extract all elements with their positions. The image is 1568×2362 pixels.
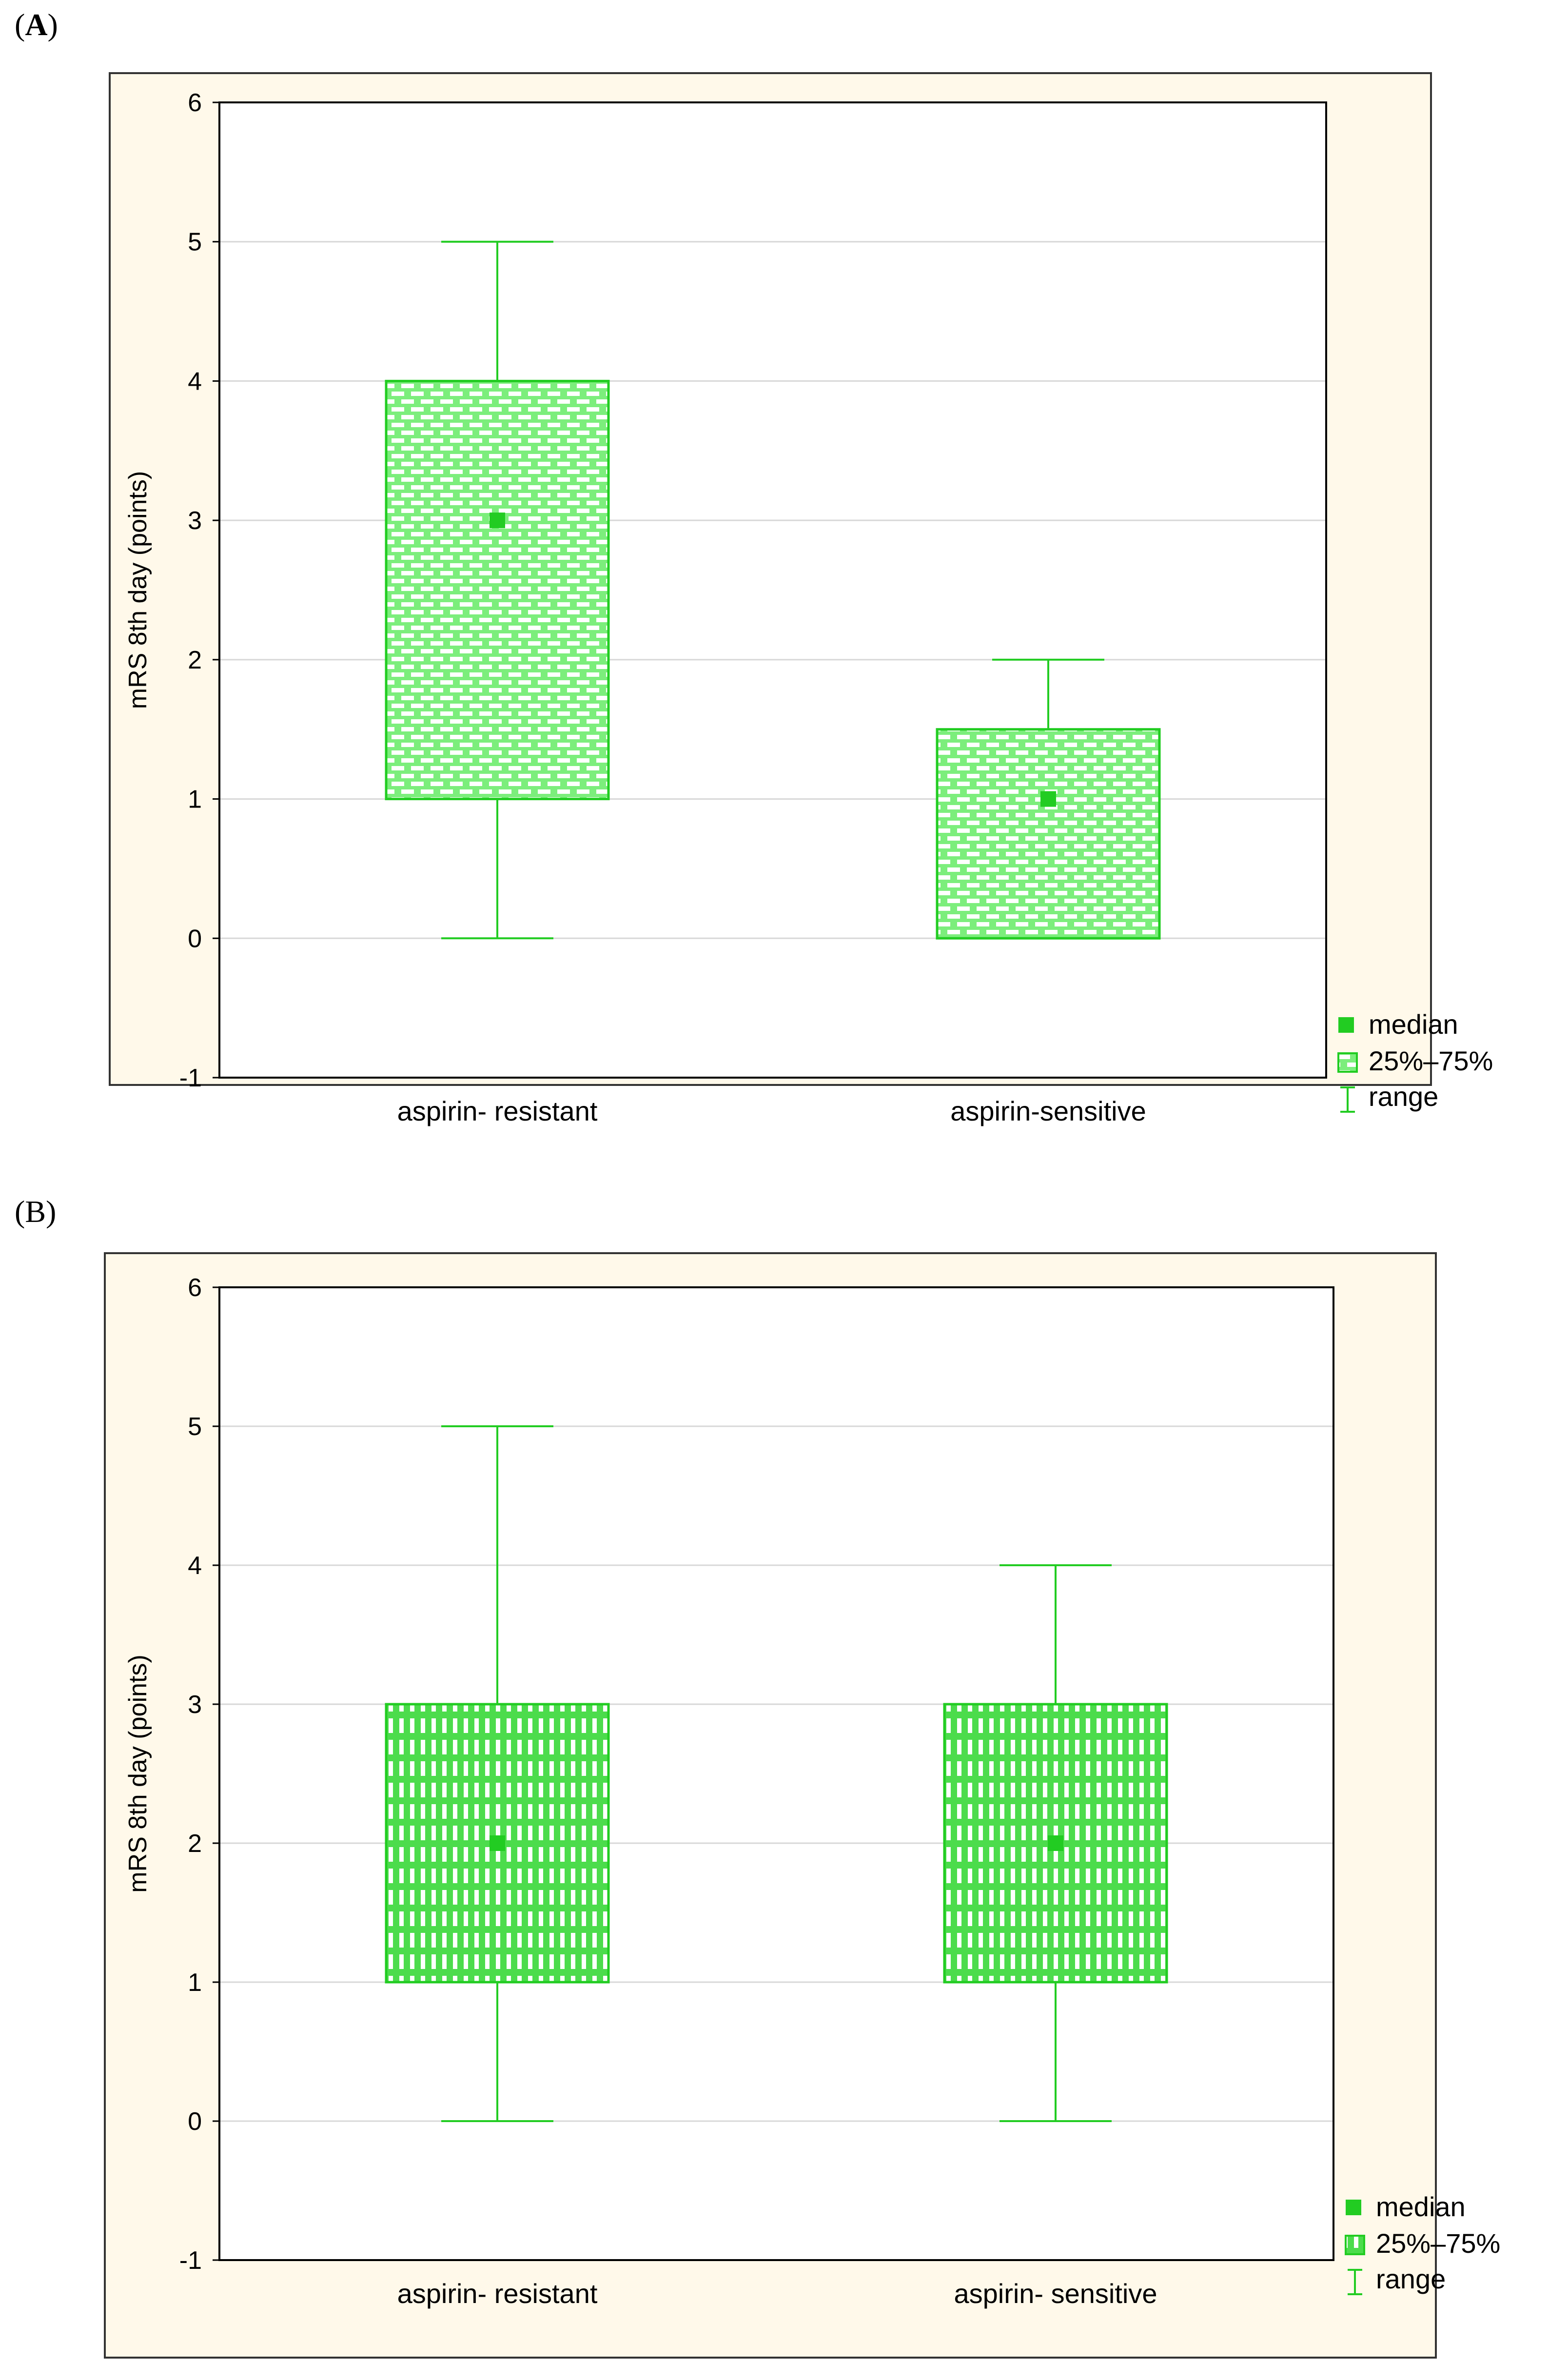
median-marker — [490, 1835, 505, 1851]
box-1 — [943, 1564, 1168, 2122]
box-0 — [385, 240, 610, 940]
y-tick-label: 3 — [188, 507, 202, 535]
box-0 — [385, 1425, 610, 2122]
y-tick-label: 3 — [188, 1691, 202, 1719]
y-tick-label: 5 — [188, 1413, 202, 1441]
x-tick-label: aspirin- resistant — [397, 2278, 598, 2309]
x-tick-label: aspirin-sensitive — [950, 1096, 1146, 1126]
y-tick-label: 4 — [188, 1552, 202, 1580]
y-tick-label: 2 — [188, 1830, 202, 1858]
panel-b-label: (B) — [15, 1194, 57, 1229]
legend-range-label: range — [1369, 1081, 1438, 1112]
legend: median 25%–75% range — [1337, 1009, 1493, 1113]
y-tick-label: 2 — [188, 646, 202, 674]
y-tick-label: 0 — [188, 2107, 202, 2136]
iqr-box — [385, 379, 610, 801]
legend-median-label: median — [1376, 2191, 1466, 2222]
legend-box-label: 25%–75% — [1376, 2228, 1500, 2259]
legend-median-label: median — [1369, 1009, 1458, 1040]
legend: median 25%–75% range — [1345, 2191, 1500, 2295]
iqr-box — [936, 728, 1161, 940]
y-tick-label: 4 — [188, 367, 202, 395]
y-tick-label: 1 — [188, 1968, 202, 1997]
y-tick-label: 6 — [188, 89, 202, 117]
plot-border — [218, 101, 1327, 1079]
legend-median-swatch — [1338, 1017, 1354, 1033]
y-tick-label: 1 — [188, 786, 202, 814]
box-1 — [936, 658, 1161, 940]
y-tick-label: 6 — [188, 1274, 202, 1302]
median-marker — [1048, 1835, 1063, 1851]
median-marker — [1040, 791, 1056, 807]
legend-range-label: range — [1376, 2264, 1446, 2294]
x-tick-label: aspirin- resistant — [397, 1096, 598, 1126]
y-tick-label: -1 — [179, 1064, 202, 1092]
x-tick-label: aspirin- sensitive — [954, 2278, 1157, 2309]
chart-a: -1 0 1 2 3 4 5 6 mRS 8th day (points) aspirin- re… — [109, 72, 1493, 1126]
median-marker — [490, 512, 505, 529]
y-axis-label: mRS 8th day (points) — [124, 1654, 152, 1892]
legend-box-label: 25%–75% — [1369, 1045, 1493, 1076]
legend-median-swatch — [1346, 2200, 1361, 2215]
legend-box-swatch — [1337, 1052, 1358, 1073]
y-tick-label: 0 — [188, 925, 202, 953]
plot-border — [218, 1286, 1334, 2261]
chart-b: -1 0 1 2 3 4 5 6 mRS 8th day (points) aspirin- re… — [104, 1252, 1500, 2359]
y-tick-label: 5 — [188, 228, 202, 256]
y-axis-label: mRS 8th day (points) — [124, 471, 152, 709]
legend-box-swatch — [1345, 2235, 1365, 2255]
panel-a-label: (A) — [15, 7, 58, 42]
y-tick-label: -1 — [179, 2246, 202, 2275]
